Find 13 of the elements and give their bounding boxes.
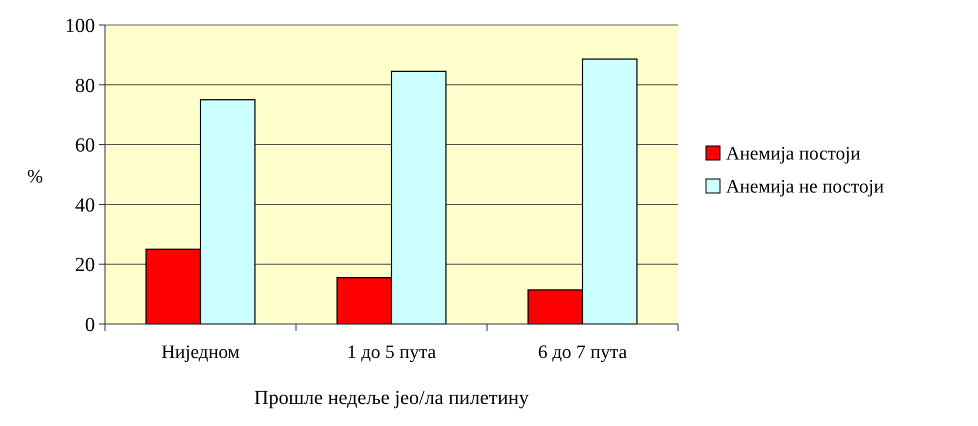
x-tick-label: 6 до 7 пута (538, 342, 628, 363)
x-tick-label: 1 до 5 пута (346, 342, 437, 363)
y-axis-title: % (27, 166, 44, 188)
x-axis-title: Прошле недеље јео/ла пилетину (254, 387, 529, 409)
y-tick-label: 100 (65, 15, 95, 37)
legend-label: Анемија постоји (726, 144, 861, 165)
legend-label: Анемија не постоји (726, 176, 884, 198)
y-tick-label: 60 (75, 134, 95, 157)
y-tick-label: 0 (85, 314, 95, 336)
y-tick-label: 40 (75, 194, 95, 216)
y-tick-label: 80 (75, 74, 95, 97)
y-tick-label: 20 (75, 254, 95, 276)
x-tick-label: Ниједном (161, 342, 240, 363)
